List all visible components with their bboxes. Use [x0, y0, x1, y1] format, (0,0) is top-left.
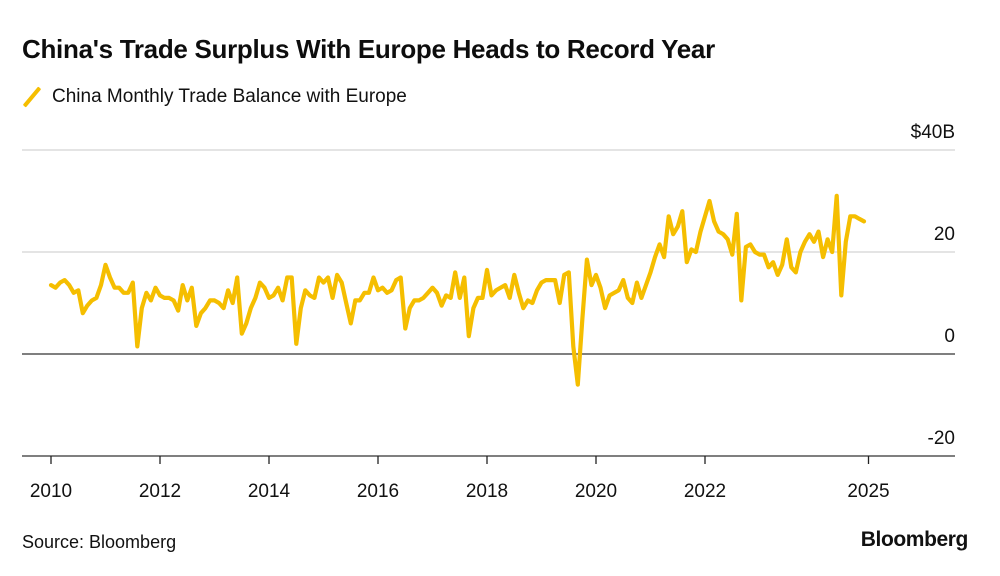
series-layer: [48, 193, 867, 387]
y-tick-label: -20: [928, 428, 955, 449]
x-tick-label: 2025: [847, 481, 889, 502]
y-axis-ticks: $40B 20 0 -20: [911, 122, 955, 449]
x-tick-label: 2016: [357, 481, 399, 502]
x-tick-label: 2022: [684, 481, 726, 502]
source-note: Source: Bloomberg: [22, 532, 177, 552]
legend: China Monthly Trade Balance with Europe: [22, 86, 407, 108]
x-tick-label: 2010: [30, 481, 72, 502]
grid-lines: [22, 149, 955, 457]
y-tick-label: 20: [934, 224, 955, 245]
x-tick-label: 2018: [466, 481, 508, 502]
bloomberg-logo: Bloomberg: [860, 528, 969, 551]
legend-label: China Monthly Trade Balance with Europe: [52, 86, 407, 107]
x-tick-label: 2012: [139, 481, 181, 502]
chart-title: China's Trade Surplus With Europe Heads …: [22, 34, 715, 64]
x-tick-label: 2020: [575, 481, 617, 502]
x-axis-ticks: 2010 2012 2014 2016 2018 2020 2022 2025: [30, 456, 890, 502]
y-tick-label: $40B: [911, 122, 955, 143]
x-tick-label: 2014: [248, 481, 291, 502]
series-line-trade-balance: [48, 193, 867, 387]
y-tick-label: 0: [944, 326, 955, 347]
